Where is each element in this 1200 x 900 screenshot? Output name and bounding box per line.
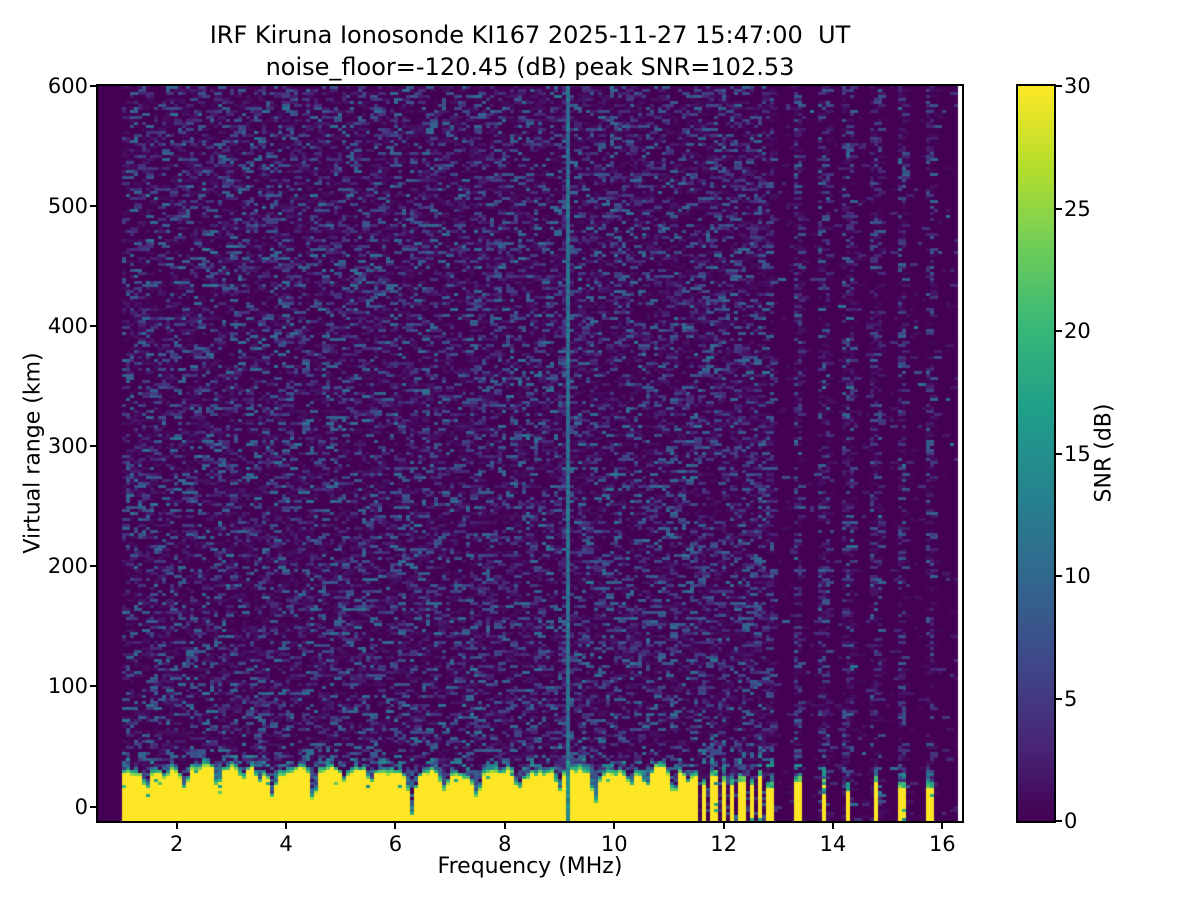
y-tick-label: 600 <box>47 74 88 98</box>
x-tick-label: 10 <box>600 832 628 856</box>
x-tick-mark <box>285 823 288 829</box>
x-tick-label: 4 <box>279 832 293 856</box>
y-tick-label: 200 <box>47 554 88 579</box>
y-tick-mark <box>90 445 96 448</box>
colorbar-tick-label: 25 <box>1064 196 1091 221</box>
colorbar-tick-mark <box>1056 452 1062 455</box>
colorbar-tick-mark <box>1056 575 1062 577</box>
y-tick-label: 100 <box>47 674 88 699</box>
x-tick-mark <box>503 823 506 829</box>
y-tick-mark <box>90 205 96 208</box>
x-tick-mark <box>831 823 834 829</box>
y-tick-label: 500 <box>47 194 88 219</box>
colorbar-tick-label: 30 <box>1064 74 1091 98</box>
y-tick-label: 300 <box>47 434 88 459</box>
x-tick-mark <box>941 823 944 829</box>
x-tick-label: 12 <box>710 832 737 856</box>
colorbar <box>1016 84 1056 823</box>
x-tick-label: 16 <box>928 832 956 856</box>
x-tick-mark <box>613 823 616 829</box>
x-tick-label: 14 <box>819 832 847 856</box>
y-tick-mark <box>90 685 96 688</box>
colorbar-tick-mark <box>1056 330 1062 332</box>
x-tick-mark <box>394 823 397 829</box>
colorbar-tick-label: 15 <box>1064 441 1091 466</box>
colorbar-tick-label: 0 <box>1064 809 1078 833</box>
y-tick-mark <box>90 565 96 568</box>
x-tick-label: 8 <box>498 832 512 856</box>
y-tick-label: 0 <box>74 794 88 819</box>
x-tick-label: 6 <box>388 832 403 856</box>
y-tick-label: 400 <box>47 314 88 339</box>
ionogram-heatmap <box>98 86 962 821</box>
x-tick-label: 2 <box>170 832 184 856</box>
colorbar-tick-label: 5 <box>1064 686 1078 711</box>
y-tick-mark <box>90 85 96 87</box>
x-tick-mark <box>175 823 178 829</box>
colorbar-tick-label: 20 <box>1064 319 1091 343</box>
plot-title: IRF Kiruna Ionosonde KI167 2025-11-27 15… <box>209 21 851 49</box>
colorbar-tick-mark <box>1056 85 1062 87</box>
colorbar-tick-mark <box>1056 207 1062 210</box>
colorbar-tick-mark <box>1056 820 1062 822</box>
y-tick-mark <box>90 325 96 328</box>
x-axis-label: Frequency (MHz) <box>437 854 623 879</box>
colorbar-gradient <box>1018 86 1054 821</box>
colorbar-tick-label: 10 <box>1064 564 1091 588</box>
colorbar-tick-mark <box>1056 697 1062 700</box>
plot-area <box>96 84 964 823</box>
y-tick-mark <box>90 805 96 808</box>
plot-subtitle: noise_floor=-120.45 (dB) peak SNR=102.53 <box>265 53 795 81</box>
x-tick-mark <box>722 823 725 829</box>
